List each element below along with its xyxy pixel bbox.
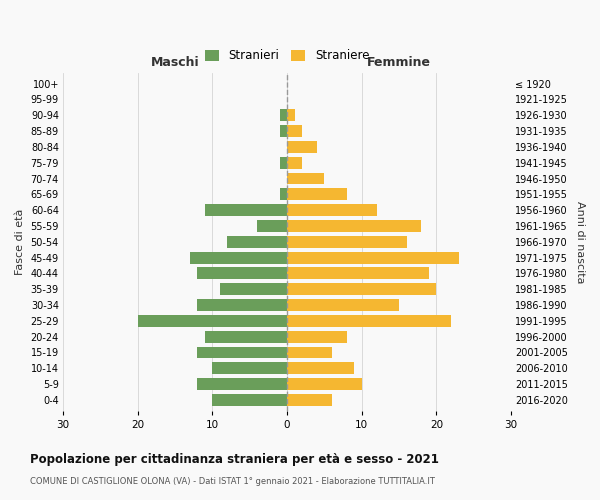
Bar: [205, 330, 287, 342]
Bar: [287, 299, 399, 311]
Bar: [287, 394, 332, 406]
Y-axis label: Anni di nascita: Anni di nascita: [575, 200, 585, 283]
Bar: [287, 125, 302, 137]
Bar: [227, 236, 287, 248]
Bar: [287, 362, 354, 374]
Bar: [197, 268, 287, 280]
Bar: [257, 220, 287, 232]
Bar: [190, 252, 287, 264]
Bar: [197, 378, 287, 390]
Bar: [280, 188, 287, 200]
Bar: [287, 220, 421, 232]
Bar: [212, 362, 287, 374]
Text: Femmine: Femmine: [367, 56, 431, 70]
Y-axis label: Fasce di età: Fasce di età: [15, 208, 25, 275]
Bar: [287, 346, 332, 358]
Bar: [212, 394, 287, 406]
Bar: [280, 157, 287, 168]
Bar: [287, 330, 347, 342]
Bar: [287, 252, 459, 264]
Text: Maschi: Maschi: [151, 56, 199, 70]
Bar: [287, 110, 295, 121]
Bar: [287, 268, 429, 280]
Bar: [138, 315, 287, 327]
Legend: Stranieri, Straniere: Stranieri, Straniere: [200, 44, 374, 67]
Bar: [280, 125, 287, 137]
Bar: [287, 141, 317, 153]
Bar: [280, 110, 287, 121]
Bar: [220, 284, 287, 295]
Bar: [197, 299, 287, 311]
Text: Popolazione per cittadinanza straniera per età e sesso - 2021: Popolazione per cittadinanza straniera p…: [30, 452, 439, 466]
Bar: [287, 236, 407, 248]
Bar: [197, 346, 287, 358]
Bar: [287, 315, 451, 327]
Bar: [287, 284, 436, 295]
Bar: [287, 157, 302, 168]
Bar: [205, 204, 287, 216]
Bar: [287, 172, 325, 184]
Bar: [287, 378, 362, 390]
Bar: [287, 204, 377, 216]
Text: COMUNE DI CASTIGLIONE OLONA (VA) - Dati ISTAT 1° gennaio 2021 - Elaborazione TUT: COMUNE DI CASTIGLIONE OLONA (VA) - Dati …: [30, 478, 435, 486]
Bar: [287, 188, 347, 200]
